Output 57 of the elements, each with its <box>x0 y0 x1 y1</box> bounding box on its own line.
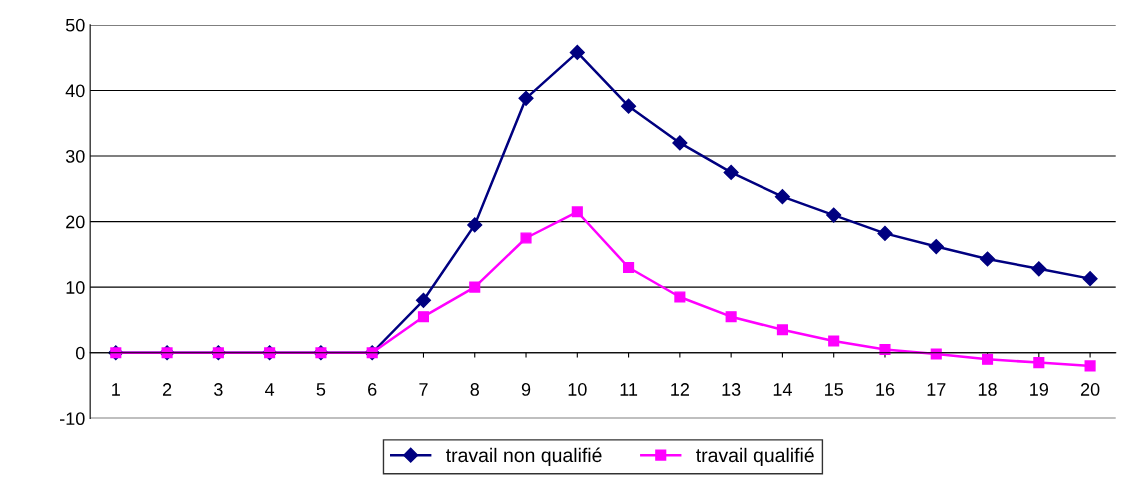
point <box>774 189 790 205</box>
point <box>928 238 944 255</box>
point <box>415 292 432 308</box>
x-tick-label: 3 <box>214 383 223 396</box>
x-tick-label: 20 <box>1080 383 1100 396</box>
point <box>981 353 994 365</box>
y-tick-label: 0 <box>75 346 85 360</box>
x-tick-label: 6 <box>368 383 377 396</box>
x-tick-label: 15 <box>825 383 843 396</box>
x-tick-label: 18 <box>978 383 997 396</box>
point <box>571 206 583 218</box>
point <box>417 311 430 323</box>
x-tick-label: 14 <box>773 383 792 396</box>
x-tick-label: 1 <box>112 383 120 396</box>
point <box>725 311 737 323</box>
x-tick-label: 19 <box>1030 383 1048 396</box>
y-tick-label: 20 <box>66 215 85 229</box>
x-tick-label: 7 <box>419 383 428 396</box>
point <box>1084 360 1096 372</box>
y-tick-label: 40 <box>65 84 85 98</box>
y-tick-label: 30 <box>65 149 85 163</box>
point <box>569 44 585 61</box>
x-tick-label: 5 <box>316 383 326 396</box>
point <box>621 98 637 114</box>
x-tick-label: 8 <box>470 383 479 396</box>
y-tick-label: 50 <box>65 18 85 32</box>
point <box>1033 357 1045 369</box>
point <box>520 232 532 244</box>
point <box>623 261 635 274</box>
legend-label: travail non qualifié <box>445 447 602 466</box>
point <box>877 225 893 241</box>
point <box>723 164 739 181</box>
legend-label: travail qualifié <box>696 447 814 466</box>
point <box>1082 271 1098 287</box>
point <box>826 207 842 223</box>
x-tick-label: 11 <box>620 383 638 396</box>
point <box>467 217 483 233</box>
point <box>776 324 788 336</box>
point <box>672 135 688 151</box>
point <box>674 291 686 303</box>
x-tick-label: 13 <box>722 383 741 396</box>
x-tick-label: 10 <box>568 383 587 396</box>
point <box>930 348 942 360</box>
point <box>879 343 891 356</box>
x-tick-label: 12 <box>671 383 689 396</box>
x-tick-label: 2 <box>162 383 172 396</box>
x-tick-label: 16 <box>876 383 895 396</box>
x-tick-label: 9 <box>521 383 531 396</box>
y-tick-label: -10 <box>60 412 85 426</box>
point <box>518 90 534 106</box>
point <box>828 335 840 347</box>
y-tick-label: 10 <box>66 281 85 294</box>
point <box>1031 261 1047 277</box>
point <box>979 251 996 267</box>
point <box>469 281 481 293</box>
x-tick-label: 17 <box>927 383 946 396</box>
x-tick-label: 4 <box>265 383 275 396</box>
